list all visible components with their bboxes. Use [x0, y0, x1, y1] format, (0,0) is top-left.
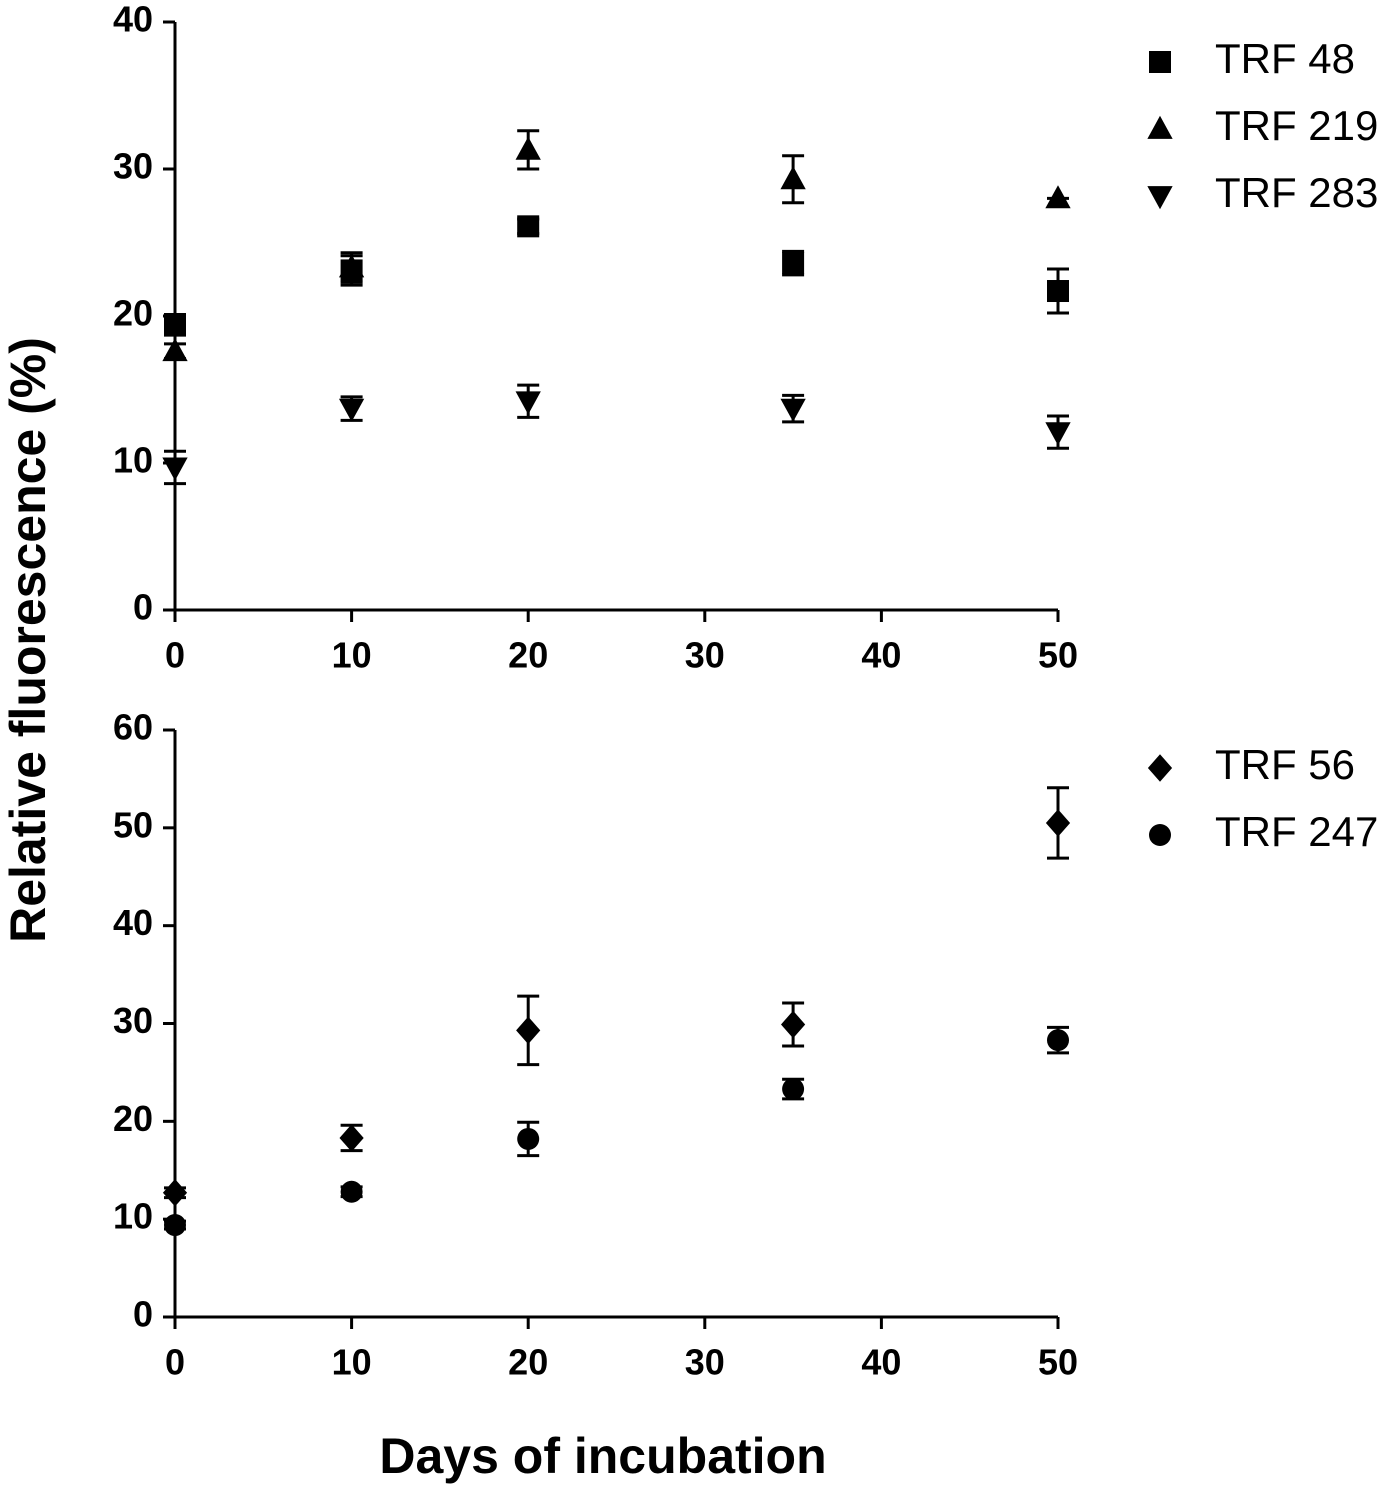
- marker: [164, 313, 186, 336]
- x-tick-label: 10: [332, 1342, 372, 1383]
- y-tick-label: 10: [113, 1196, 153, 1237]
- legend-marker: [1149, 51, 1171, 73]
- x-tick-label: 0: [165, 635, 185, 676]
- x-tick-label: 20: [508, 635, 548, 676]
- legend-label: TRF 283: [1215, 169, 1378, 216]
- x-tick-label: 30: [685, 635, 725, 676]
- marker: [517, 1127, 540, 1150]
- marker: [780, 166, 806, 190]
- y-tick-label: 20: [113, 1098, 153, 1139]
- marker: [1045, 422, 1071, 446]
- y-tick-label: 0: [133, 587, 153, 628]
- marker: [781, 1010, 806, 1039]
- x-tick-label: 0: [165, 1342, 185, 1383]
- x-tick-label: 10: [332, 635, 372, 676]
- legend-label: TRF 219: [1215, 102, 1378, 149]
- legend-marker: [1149, 824, 1171, 846]
- y-tick-label: 60: [113, 707, 153, 748]
- x-tick-label: 30: [685, 1342, 725, 1383]
- marker: [162, 457, 188, 481]
- y-tick-label: 10: [113, 440, 153, 481]
- marker: [1047, 280, 1069, 303]
- marker: [1045, 809, 1071, 837]
- marker: [516, 1016, 541, 1045]
- y-tick-label: 40: [113, 0, 153, 40]
- legend-label: TRF 48: [1215, 35, 1355, 82]
- marker: [1045, 185, 1071, 209]
- x-axis-label: Days of incubation: [379, 1428, 826, 1484]
- legend-marker: [1147, 754, 1173, 782]
- x-tick-label: 20: [508, 1342, 548, 1383]
- marker: [338, 398, 365, 422]
- marker: [780, 398, 806, 422]
- y-tick-label: 30: [113, 146, 153, 187]
- x-tick-label: 40: [861, 1342, 901, 1383]
- x-tick-label: 50: [1038, 1342, 1078, 1383]
- marker: [782, 252, 805, 275]
- marker: [515, 391, 541, 415]
- legend-marker: [1147, 186, 1173, 210]
- marker: [340, 1180, 363, 1203]
- y-tick-label: 50: [113, 804, 153, 845]
- marker: [517, 215, 540, 238]
- marker: [1047, 1029, 1069, 1052]
- marker: [162, 338, 188, 362]
- legend-label: TRF 56: [1215, 741, 1355, 788]
- x-tick-label: 50: [1038, 635, 1078, 676]
- marker: [164, 1214, 186, 1237]
- x-tick-label: 40: [861, 635, 901, 676]
- legend-marker: [1147, 115, 1173, 139]
- y-tick-label: 30: [113, 1000, 153, 1041]
- marker: [515, 136, 541, 160]
- marker: [782, 1078, 805, 1101]
- marker: [162, 1179, 188, 1207]
- legend-label: TRF 247: [1215, 808, 1378, 855]
- y-tick-label: 0: [133, 1294, 153, 1335]
- marker: [339, 1124, 364, 1152]
- y-tick-label: 20: [113, 293, 153, 334]
- y-axis-label: Relative fluorescence (%): [0, 337, 56, 943]
- marker: [338, 254, 365, 278]
- y-tick-label: 40: [113, 902, 153, 943]
